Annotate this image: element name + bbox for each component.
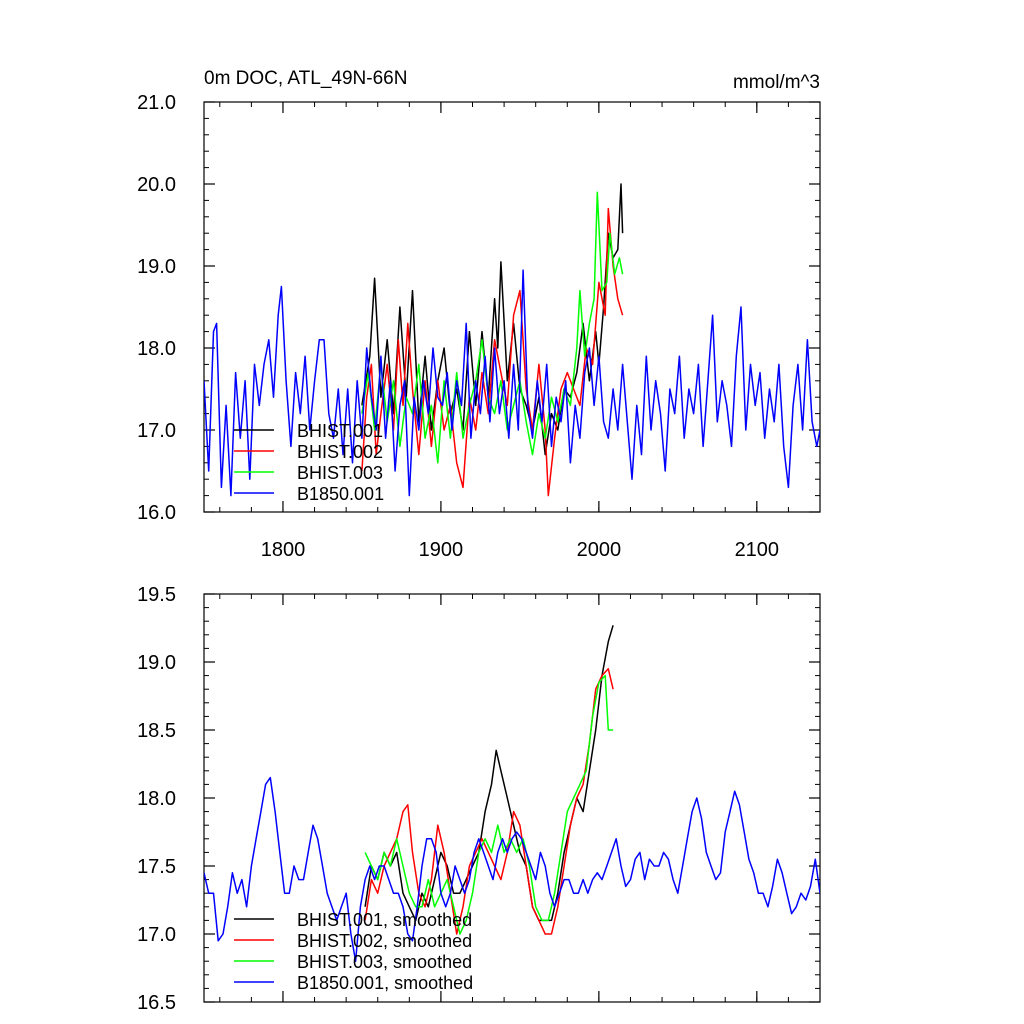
series-line <box>361 207 624 497</box>
legend-label: BHIST.001, smoothed <box>297 910 472 930</box>
y-tick-label: 19.5 <box>137 584 176 606</box>
legend-label: BHIST.003 <box>297 463 383 483</box>
bottom-panel: 16.5 17.0 17.5 18.0 18.5 19.0 19.5 BHIST.001, s… <box>137 584 821 1014</box>
legend-label: B1850.001, smoothed <box>297 973 473 993</box>
series-line <box>364 625 614 922</box>
series-line <box>204 776 820 962</box>
plot-frame <box>203 101 821 513</box>
y-tick-label: 18.0 <box>137 788 176 810</box>
legend-label: BHIST.003, smoothed <box>297 952 472 972</box>
x-tick-label: 1900 <box>419 539 464 561</box>
series-line <box>361 191 624 464</box>
chart-title: 0m DOC, ATL_49N-66N <box>204 68 407 89</box>
y-tick-label: 20.0 <box>137 174 176 196</box>
x-tick-label: 2100 <box>735 539 780 561</box>
series-line <box>364 668 614 935</box>
legend-label: BHIST.002 <box>297 442 383 462</box>
legend-label: B1850.001 <box>297 484 384 504</box>
x-tick-label: 2000 <box>577 539 622 561</box>
y-tick-label: 18.0 <box>137 338 176 360</box>
y-tick-label: 19.0 <box>137 652 176 674</box>
legend-label: BHIST.002, smoothed <box>297 931 472 951</box>
y-tick-label: 17.0 <box>137 924 176 946</box>
y-tick-label: 21.0 <box>137 92 176 114</box>
series-line <box>361 183 624 456</box>
series-line <box>204 269 820 497</box>
y-tick-label: 16.5 <box>137 992 176 1014</box>
chart-units: mmol/m^3 <box>733 72 820 93</box>
legend-label: BHIST.001 <box>297 421 383 441</box>
y-tick-label: 17.5 <box>137 856 176 878</box>
y-tick-label: 16.0 <box>137 502 176 524</box>
y-tick-label: 18.5 <box>137 720 176 742</box>
y-tick-label: 19.0 <box>137 256 176 278</box>
series-line <box>364 674 614 935</box>
top-panel: 16.0 17.0 18.0 19.0 20.0 21.0 1800 1900 2000 2100… <box>137 92 821 561</box>
y-tick-label: 17.0 <box>137 420 176 442</box>
x-tick-label: 1800 <box>261 539 306 561</box>
